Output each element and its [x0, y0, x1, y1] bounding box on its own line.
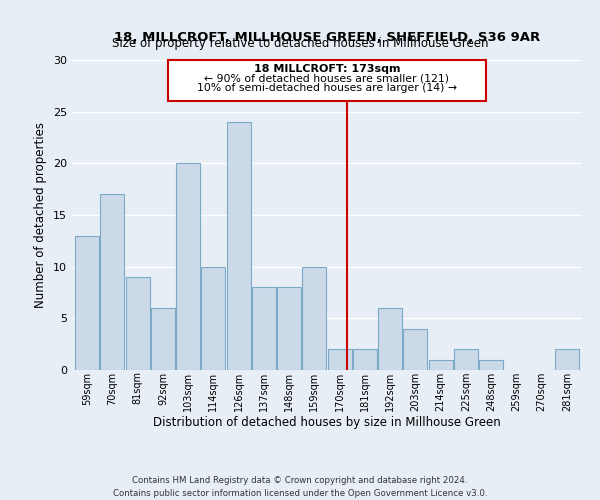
- Text: 10% of semi-detached houses are larger (14) →: 10% of semi-detached houses are larger (…: [197, 83, 457, 93]
- Text: ← 90% of detached houses are smaller (121): ← 90% of detached houses are smaller (12…: [205, 74, 449, 84]
- Bar: [227, 122, 251, 370]
- Bar: [454, 350, 478, 370]
- Bar: [125, 277, 149, 370]
- Bar: [302, 266, 326, 370]
- Bar: [75, 236, 99, 370]
- Bar: [277, 288, 301, 370]
- Bar: [555, 350, 579, 370]
- Y-axis label: Number of detached properties: Number of detached properties: [34, 122, 47, 308]
- Bar: [428, 360, 452, 370]
- Bar: [202, 266, 226, 370]
- Bar: [378, 308, 402, 370]
- Bar: [252, 288, 276, 370]
- Bar: [328, 350, 352, 370]
- Text: Size of property relative to detached houses in Millhouse Green: Size of property relative to detached ho…: [112, 38, 488, 51]
- Bar: [479, 360, 503, 370]
- Text: Contains HM Land Registry data © Crown copyright and database right 2024.
Contai: Contains HM Land Registry data © Crown c…: [113, 476, 487, 498]
- Text: 18 MILLCROFT: 173sqm: 18 MILLCROFT: 173sqm: [254, 64, 400, 74]
- Bar: [151, 308, 175, 370]
- Bar: [353, 350, 377, 370]
- Bar: [176, 164, 200, 370]
- Title: 18, MILLCROFT, MILLHOUSE GREEN, SHEFFIELD, S36 9AR: 18, MILLCROFT, MILLHOUSE GREEN, SHEFFIEL…: [114, 30, 540, 44]
- Bar: [100, 194, 124, 370]
- X-axis label: Distribution of detached houses by size in Millhouse Green: Distribution of detached houses by size …: [153, 416, 501, 430]
- Bar: [403, 328, 427, 370]
- FancyBboxPatch shape: [168, 60, 486, 102]
